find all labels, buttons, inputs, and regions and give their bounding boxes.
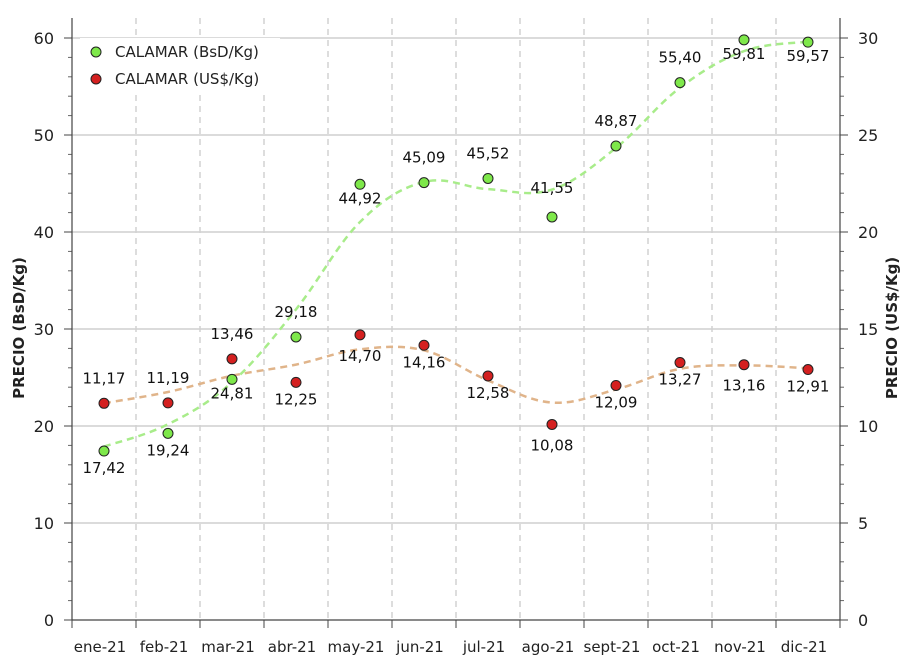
data-labels: 17,42 19,24 24,81 29,18 44,92 45,09 45,52 41,55… xyxy=(83,45,830,477)
data-label-bsd: 55,40 xyxy=(659,49,702,67)
y-axis-label-right: PRECIO (US$/Kg) xyxy=(883,257,901,399)
y-axis-label-left: PRECIO (BsD/Kg) xyxy=(10,257,28,399)
data-point-bsd xyxy=(98,445,110,457)
y-tick-label-right: 20 xyxy=(858,223,878,242)
data-point-bsd xyxy=(802,36,814,48)
x-tick-label: oct-21 xyxy=(652,638,700,656)
data-label-bsd: 41,55 xyxy=(531,179,574,197)
legend-label-usd: CALAMAR (US$/Kg) xyxy=(115,70,259,88)
data-point-usd xyxy=(418,339,430,351)
data-label-usd: 14,70 xyxy=(339,347,382,365)
data-point-usd xyxy=(610,379,622,391)
data-label-bsd: 29,18 xyxy=(275,303,318,321)
data-point-usd xyxy=(162,397,174,409)
y-tick-label-right: 0 xyxy=(858,611,868,630)
data-point-usd xyxy=(354,329,366,341)
y-tick-label-left: 40 xyxy=(34,223,54,242)
x-tick-label: may-21 xyxy=(328,638,385,656)
data-point-bsd xyxy=(290,331,302,343)
data-point-bsd xyxy=(610,140,622,152)
data-label-usd: 10,08 xyxy=(531,436,574,454)
data-point-bsd xyxy=(738,34,750,46)
data-point-usd xyxy=(802,364,814,376)
y-tick-label-left: 60 xyxy=(34,29,54,48)
x-tick-label: abr-21 xyxy=(268,638,316,656)
y-tick-label-left: 20 xyxy=(34,417,54,436)
data-points xyxy=(98,34,814,457)
data-point-usd xyxy=(482,370,494,382)
legend-marker-usd xyxy=(90,73,102,85)
grid xyxy=(72,18,840,620)
data-label-bsd: 48,87 xyxy=(595,112,638,130)
x-tick-label: jun-21 xyxy=(395,638,444,656)
x-tick-label: feb-21 xyxy=(140,638,189,656)
x-tick-label: ene-21 xyxy=(74,638,126,656)
data-label-bsd: 59,57 xyxy=(787,47,830,65)
data-label-usd: 12,91 xyxy=(787,378,830,396)
data-point-usd xyxy=(98,397,110,409)
data-label-usd: 13,27 xyxy=(659,371,702,389)
data-label-usd: 13,46 xyxy=(211,325,254,343)
data-point-bsd xyxy=(674,77,686,89)
data-point-bsd xyxy=(354,178,366,190)
legend-label-bsd: CALAMAR (BsD/Kg) xyxy=(115,43,259,61)
data-point-bsd xyxy=(546,211,558,223)
data-label-usd: 11,17 xyxy=(83,369,126,387)
data-label-usd: 12,58 xyxy=(467,384,510,402)
data-point-bsd xyxy=(162,427,174,439)
data-label-usd: 11,19 xyxy=(147,369,190,387)
y-tick-label-left: 0 xyxy=(44,611,54,630)
data-label-bsd: 24,81 xyxy=(211,384,254,402)
data-label-bsd: 45,09 xyxy=(403,149,446,167)
x-tick-label: mar-21 xyxy=(201,638,255,656)
data-point-usd xyxy=(546,418,558,430)
y-tick-label-right: 25 xyxy=(858,126,878,145)
data-label-usd: 12,09 xyxy=(595,393,638,411)
data-label-bsd: 19,24 xyxy=(147,441,190,459)
y-tick-label-right: 15 xyxy=(858,320,878,339)
legend-marker-bsd xyxy=(90,46,102,58)
y-tick-label-right: 5 xyxy=(858,514,868,533)
x-tick-label: nov-21 xyxy=(714,638,766,656)
axes: 0 10 20 30 40 50 60 0 5 10 15 20 25 30 ene-21 feb-21 mar… xyxy=(34,18,878,656)
data-label-bsd: 17,42 xyxy=(83,459,126,477)
legend: CALAMAR (BsD/Kg) CALAMAR (US$/Kg) xyxy=(80,38,280,94)
data-point-usd xyxy=(290,376,302,388)
data-label-bsd: 45,52 xyxy=(467,144,510,162)
x-tick-label: jul-21 xyxy=(462,638,505,656)
data-label-usd: 12,25 xyxy=(275,390,318,408)
trend-line-usd xyxy=(103,345,809,405)
legend-background xyxy=(80,38,280,94)
data-point-bsd xyxy=(482,172,494,184)
y-tick-label-left: 50 xyxy=(34,126,54,145)
y-tick-label-right: 30 xyxy=(858,29,878,48)
data-point-usd xyxy=(674,357,686,369)
x-tick-label: dic-21 xyxy=(781,638,827,656)
data-label-bsd: 44,92 xyxy=(339,189,382,207)
y-tick-label-left: 30 xyxy=(34,320,54,339)
data-label-usd: 13,16 xyxy=(723,377,766,395)
data-point-usd xyxy=(226,353,238,365)
y-tick-label-left: 10 xyxy=(34,514,54,533)
data-point-bsd xyxy=(226,373,238,385)
x-tick-label: ago-21 xyxy=(522,638,575,656)
x-tick-label: sept-21 xyxy=(584,638,641,656)
y-tick-label-right: 10 xyxy=(858,417,878,436)
data-point-bsd xyxy=(418,177,430,189)
data-label-bsd: 59,81 xyxy=(723,45,766,63)
data-point-usd xyxy=(738,359,750,371)
data-label-usd: 14,16 xyxy=(403,353,446,371)
